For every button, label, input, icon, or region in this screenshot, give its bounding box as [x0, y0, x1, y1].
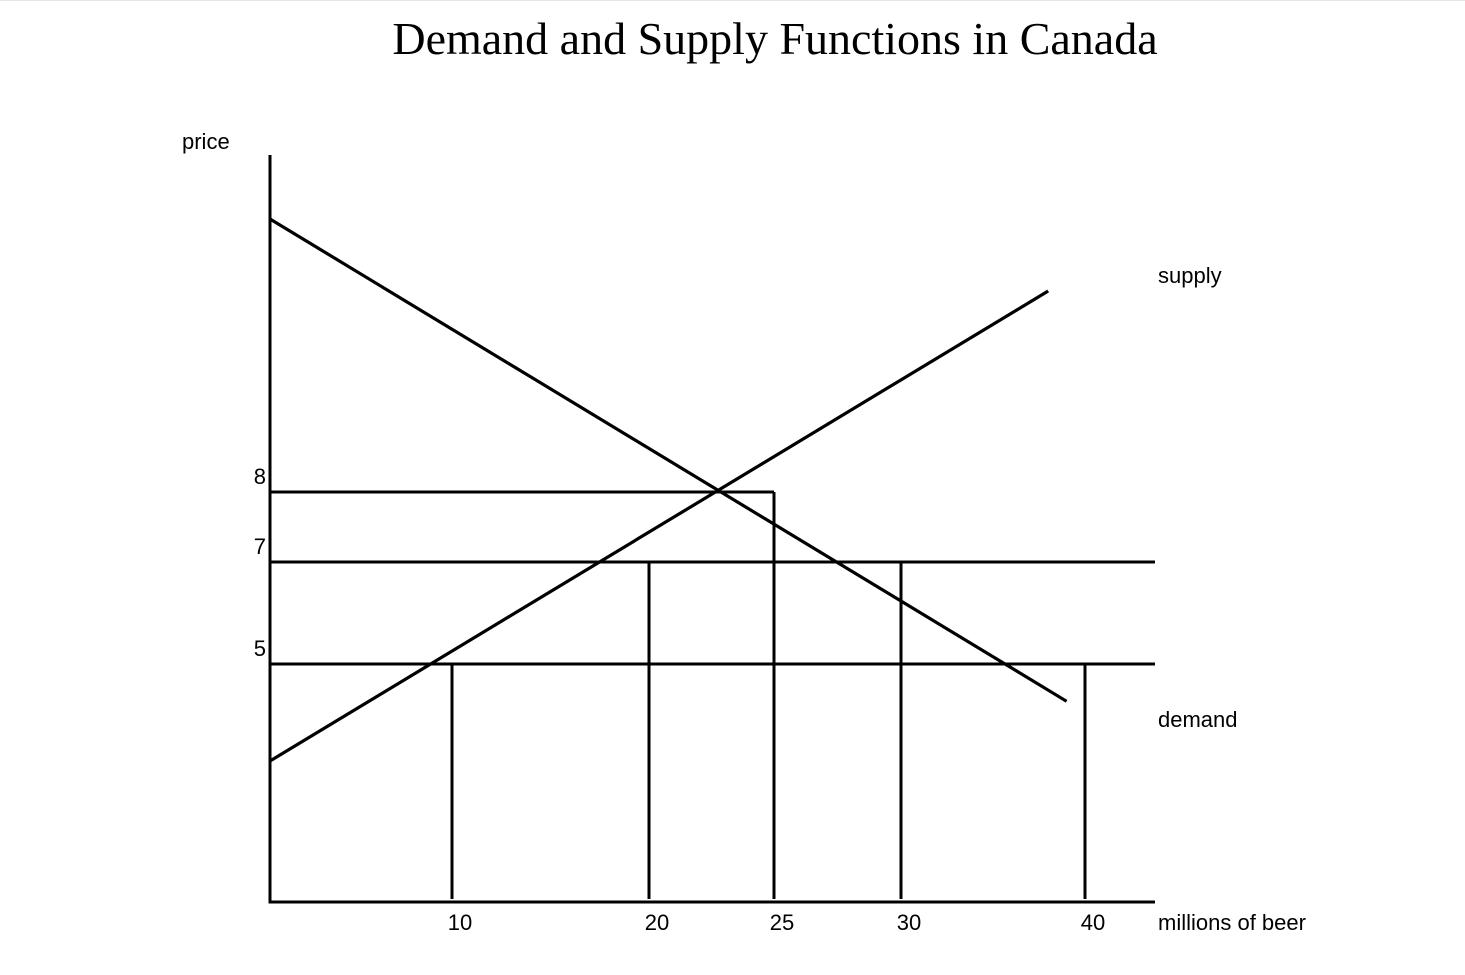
x-tick-label-25: 25 — [770, 910, 794, 935]
series-labels: supply demand — [1158, 263, 1238, 732]
demand-label: demand — [1158, 707, 1238, 732]
y-tick-label-8: 8 — [254, 464, 266, 489]
top-rule — [0, 0, 1465, 1]
y-tick-label-5: 5 — [254, 636, 266, 661]
reference-lines — [270, 490, 1155, 899]
tick-labels: 10 20 25 30 40 5 7 8 — [254, 464, 1105, 935]
supply-label: supply — [1158, 263, 1222, 288]
y-axis-label: price — [182, 129, 230, 154]
supply-line — [269, 289, 1050, 763]
chart-title: Demand and Supply Functions in Canada — [392, 13, 1158, 64]
x-tick-label-10: 10 — [448, 910, 472, 935]
x-tick-label-30: 30 — [897, 910, 921, 935]
demand-line — [269, 217, 1068, 703]
axes — [268, 155, 1155, 904]
x-tick-label-40: 40 — [1081, 910, 1105, 935]
x-axis-label: millions of beer — [1158, 910, 1306, 935]
x-tick-label-20: 20 — [645, 910, 669, 935]
series-lines — [269, 217, 1068, 763]
y-tick-label-7: 7 — [254, 534, 266, 559]
